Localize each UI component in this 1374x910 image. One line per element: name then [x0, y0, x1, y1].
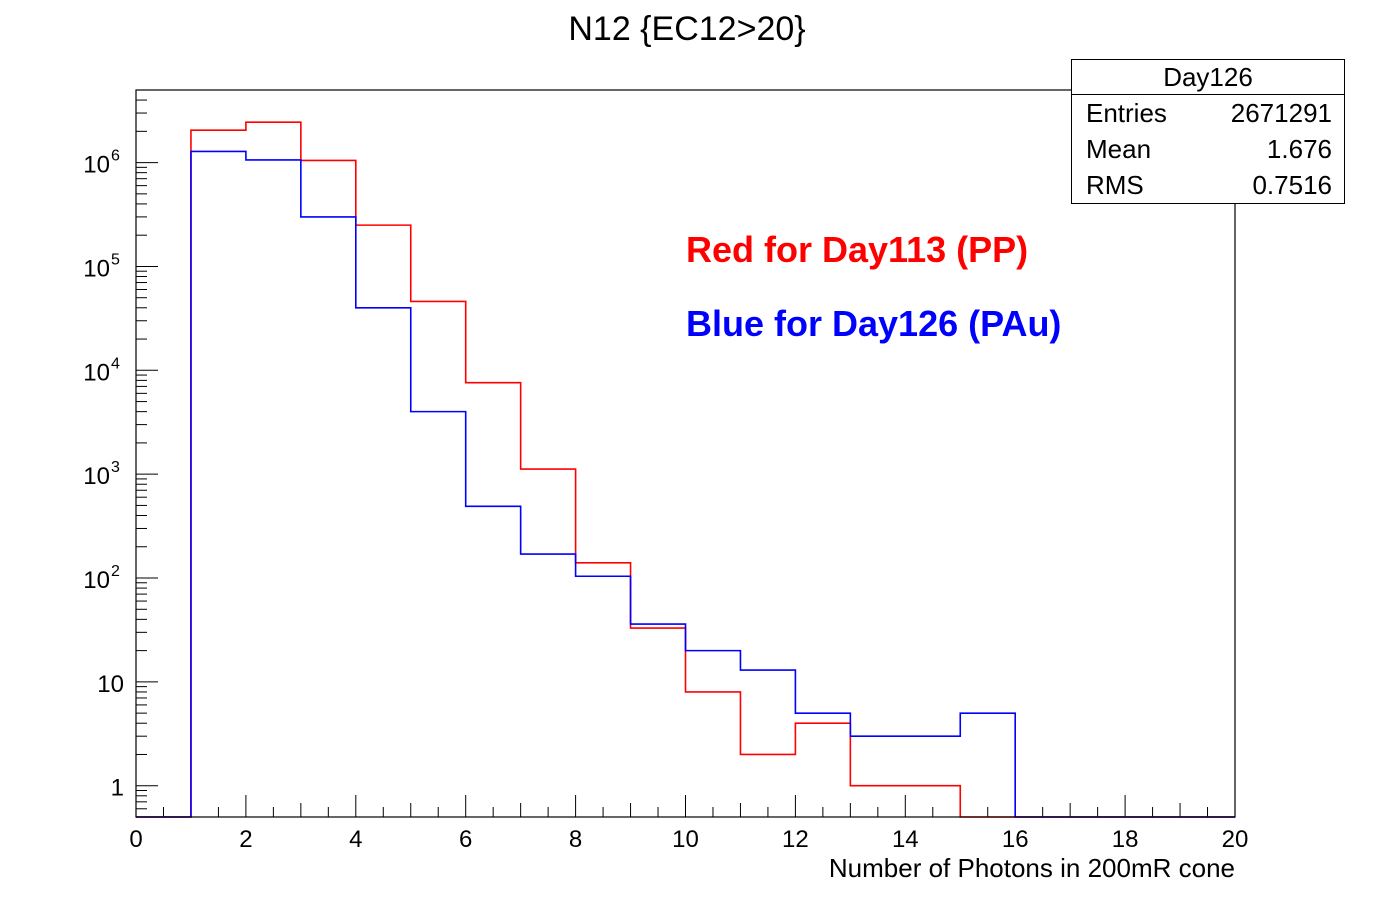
- y-tick-label: 1: [111, 775, 124, 802]
- y-tick-exponent: 4: [111, 355, 120, 372]
- y-tick-label: 10: [97, 671, 124, 698]
- x-tick-label: 16: [1002, 826, 1029, 853]
- y-tick-exponent: 3: [111, 459, 120, 476]
- x-axis-label: Number of Photons in 200mR cone: [829, 853, 1235, 883]
- x-tick-label: 8: [569, 826, 582, 853]
- stats-row-rms: RMS 0.7516: [1072, 167, 1344, 203]
- x-tick-label: 6: [459, 826, 472, 853]
- histogram-lines: [136, 121, 1235, 818]
- stats-value: 0.7516: [1252, 170, 1332, 200]
- x-tick-label: 4: [349, 826, 362, 853]
- y-tick-label: 10: [83, 255, 110, 282]
- x-tick-label: 2: [239, 826, 252, 853]
- annotation-red: Red for Day113 (PP): [686, 229, 1028, 270]
- stats-key: Entries: [1086, 98, 1167, 128]
- x-tick-label: 18: [1112, 826, 1139, 853]
- x-tick-label: 10: [672, 826, 699, 853]
- x-tick-label: 12: [782, 826, 809, 853]
- x-tick-label: 0: [129, 826, 142, 853]
- x-tick-label: 14: [892, 826, 919, 853]
- y-tick-label: 10: [83, 463, 110, 490]
- x-tick-label: 20: [1222, 826, 1249, 853]
- y-tick-label: 10: [83, 359, 110, 386]
- series-line-red: [136, 121, 1235, 818]
- stats-value: 2671291: [1230, 98, 1332, 128]
- stats-row-entries: Entries 2671291: [1072, 95, 1344, 131]
- stats-value: 1.676: [1266, 134, 1332, 164]
- y-tick-exponent: 6: [111, 148, 120, 165]
- stats-key: Mean: [1086, 134, 1152, 164]
- y-tick-exponent: 5: [111, 251, 120, 268]
- stats-row-mean: Mean 1.676: [1072, 131, 1344, 167]
- y-tick-label: 10: [83, 152, 110, 179]
- chart-title: N12 {EC12>20}: [568, 10, 805, 48]
- annotation-blue: Blue for Day126 (PAu): [686, 303, 1061, 344]
- y-tick-exponent: 2: [111, 563, 120, 580]
- stats-title: Day126: [1072, 60, 1344, 95]
- stats-box: Day126 Entries 2671291 Mean 1.676 RMS 0.…: [1071, 59, 1345, 204]
- plot-frame: [135, 89, 1236, 818]
- y-tick-label: 10: [83, 567, 110, 594]
- series-line-blue: [136, 150, 1235, 818]
- stats-key: RMS: [1086, 170, 1144, 200]
